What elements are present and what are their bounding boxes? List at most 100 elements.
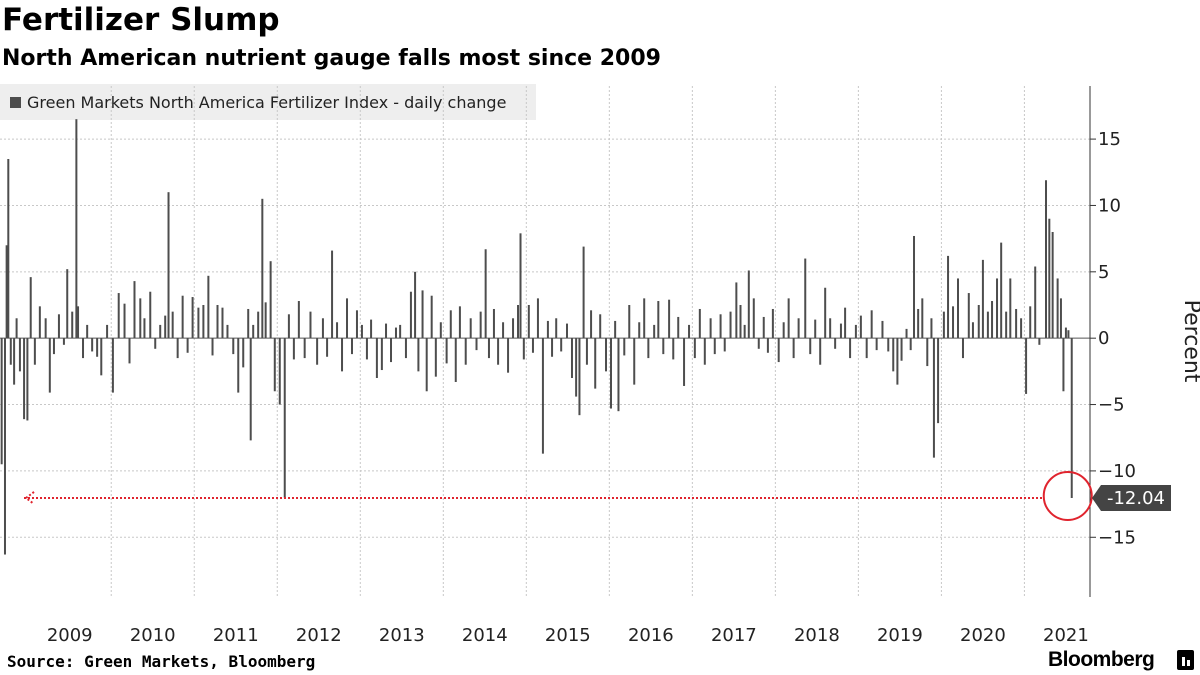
bar <box>617 338 620 412</box>
bar <box>497 338 500 365</box>
bar <box>242 338 245 368</box>
callout-arrow <box>24 491 35 505</box>
x-tick-label: 2021 <box>1043 625 1089 646</box>
bar <box>653 324 656 339</box>
bar <box>226 324 229 339</box>
source-note: Source: Green Markets, Bloomberg <box>7 652 316 671</box>
bar <box>492 308 495 339</box>
bar <box>638 322 641 339</box>
bar <box>346 298 349 339</box>
bar <box>677 316 680 339</box>
bar <box>57 314 60 339</box>
bar <box>991 301 994 339</box>
bar <box>202 305 205 339</box>
bar <box>585 338 588 365</box>
bar <box>512 318 515 339</box>
bar <box>829 318 832 339</box>
bar <box>565 323 568 339</box>
bar <box>111 338 114 393</box>
bar <box>264 302 267 339</box>
bar <box>1059 298 1062 339</box>
bar <box>303 338 306 359</box>
brand-logo: Bloomberg <box>1048 648 1155 671</box>
bar <box>628 305 631 339</box>
bar <box>551 338 554 357</box>
bar <box>86 324 89 339</box>
bar <box>947 255 950 339</box>
bar <box>316 338 319 365</box>
x-tick-label: 2009 <box>47 625 93 646</box>
bar <box>355 310 358 339</box>
bar <box>693 338 696 359</box>
bar <box>469 318 472 339</box>
bar <box>159 324 162 339</box>
bar <box>1020 318 1023 339</box>
bar <box>1064 327 1067 339</box>
x-tick-label: 2011 <box>213 625 259 646</box>
bar <box>375 338 378 378</box>
bar <box>297 301 300 339</box>
bar <box>434 338 437 377</box>
bar <box>23 338 26 420</box>
y-tick-label: −15 <box>1098 527 1136 548</box>
bar <box>257 311 260 339</box>
bar <box>555 318 558 339</box>
bar <box>633 338 636 385</box>
bar <box>249 338 252 441</box>
x-tick-label: 2015 <box>545 625 591 646</box>
bar <box>216 305 219 339</box>
x-tick-label: 2013 <box>379 625 425 646</box>
bar <box>341 338 344 372</box>
bar <box>247 308 250 339</box>
bar <box>370 319 373 339</box>
bar <box>100 338 103 376</box>
bar <box>283 338 286 498</box>
bar <box>917 308 920 339</box>
bar <box>62 338 65 345</box>
bar <box>834 338 837 349</box>
bar <box>881 320 884 339</box>
terminal-icon <box>1177 650 1194 670</box>
bar <box>977 305 980 339</box>
bar <box>143 318 146 339</box>
bar <box>33 338 36 365</box>
bar <box>91 338 94 352</box>
bar <box>1005 311 1008 339</box>
bar <box>522 338 525 360</box>
bar <box>844 307 847 339</box>
bar <box>582 246 585 339</box>
bar <box>18 338 21 372</box>
bar <box>605 338 608 372</box>
bar <box>623 338 626 356</box>
bar <box>909 338 912 351</box>
bar <box>560 338 563 352</box>
bar <box>464 338 467 365</box>
x-tick-label: 2016 <box>628 625 674 646</box>
bar <box>1051 232 1054 339</box>
bar <box>643 298 646 339</box>
bar <box>13 338 16 385</box>
bar <box>913 235 916 339</box>
bar <box>48 338 51 393</box>
bar <box>1045 180 1048 339</box>
bar <box>1038 338 1041 345</box>
bar <box>819 338 822 365</box>
bar <box>967 293 970 339</box>
y-axis-title: Percent <box>1179 300 1200 383</box>
bar <box>824 287 827 339</box>
bar <box>309 311 312 339</box>
bar <box>232 338 235 355</box>
bar <box>484 249 487 339</box>
bar <box>71 311 74 339</box>
bar <box>757 338 760 349</box>
bar <box>1056 278 1059 339</box>
bar <box>292 338 295 360</box>
bar <box>38 306 41 339</box>
bar <box>930 318 933 339</box>
bar <box>887 338 890 352</box>
bar <box>380 338 383 371</box>
bar <box>399 324 402 339</box>
bar <box>439 322 442 339</box>
bar <box>385 323 388 339</box>
bar <box>981 259 984 339</box>
